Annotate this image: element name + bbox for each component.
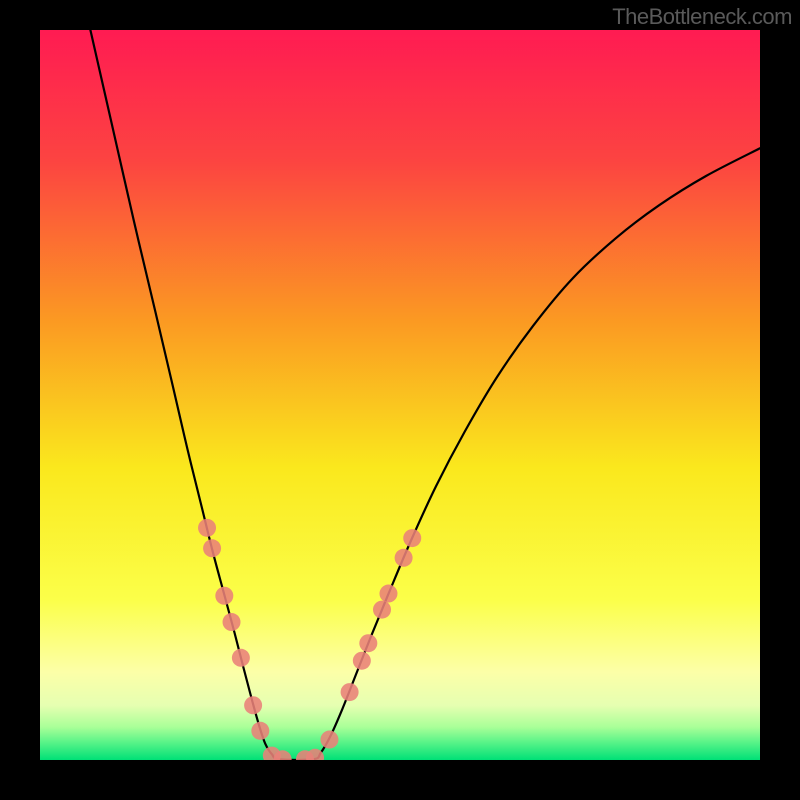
data-marker <box>373 601 391 619</box>
data-marker <box>353 652 371 670</box>
data-marker <box>251 722 269 740</box>
data-marker <box>232 649 250 667</box>
data-marker <box>320 731 338 749</box>
bottleneck-curve-chart <box>0 0 800 800</box>
data-marker <box>403 529 421 547</box>
data-marker <box>379 585 397 603</box>
chart-root: TheBottleneck.com <box>0 0 800 800</box>
data-marker <box>359 634 377 652</box>
data-marker <box>341 683 359 701</box>
attribution-watermark: TheBottleneck.com <box>612 4 792 30</box>
gradient-background <box>40 30 760 760</box>
data-marker <box>395 549 413 567</box>
data-marker <box>223 613 241 631</box>
data-marker <box>203 539 221 557</box>
data-marker <box>215 587 233 605</box>
data-marker <box>198 519 216 537</box>
data-marker <box>244 696 262 714</box>
